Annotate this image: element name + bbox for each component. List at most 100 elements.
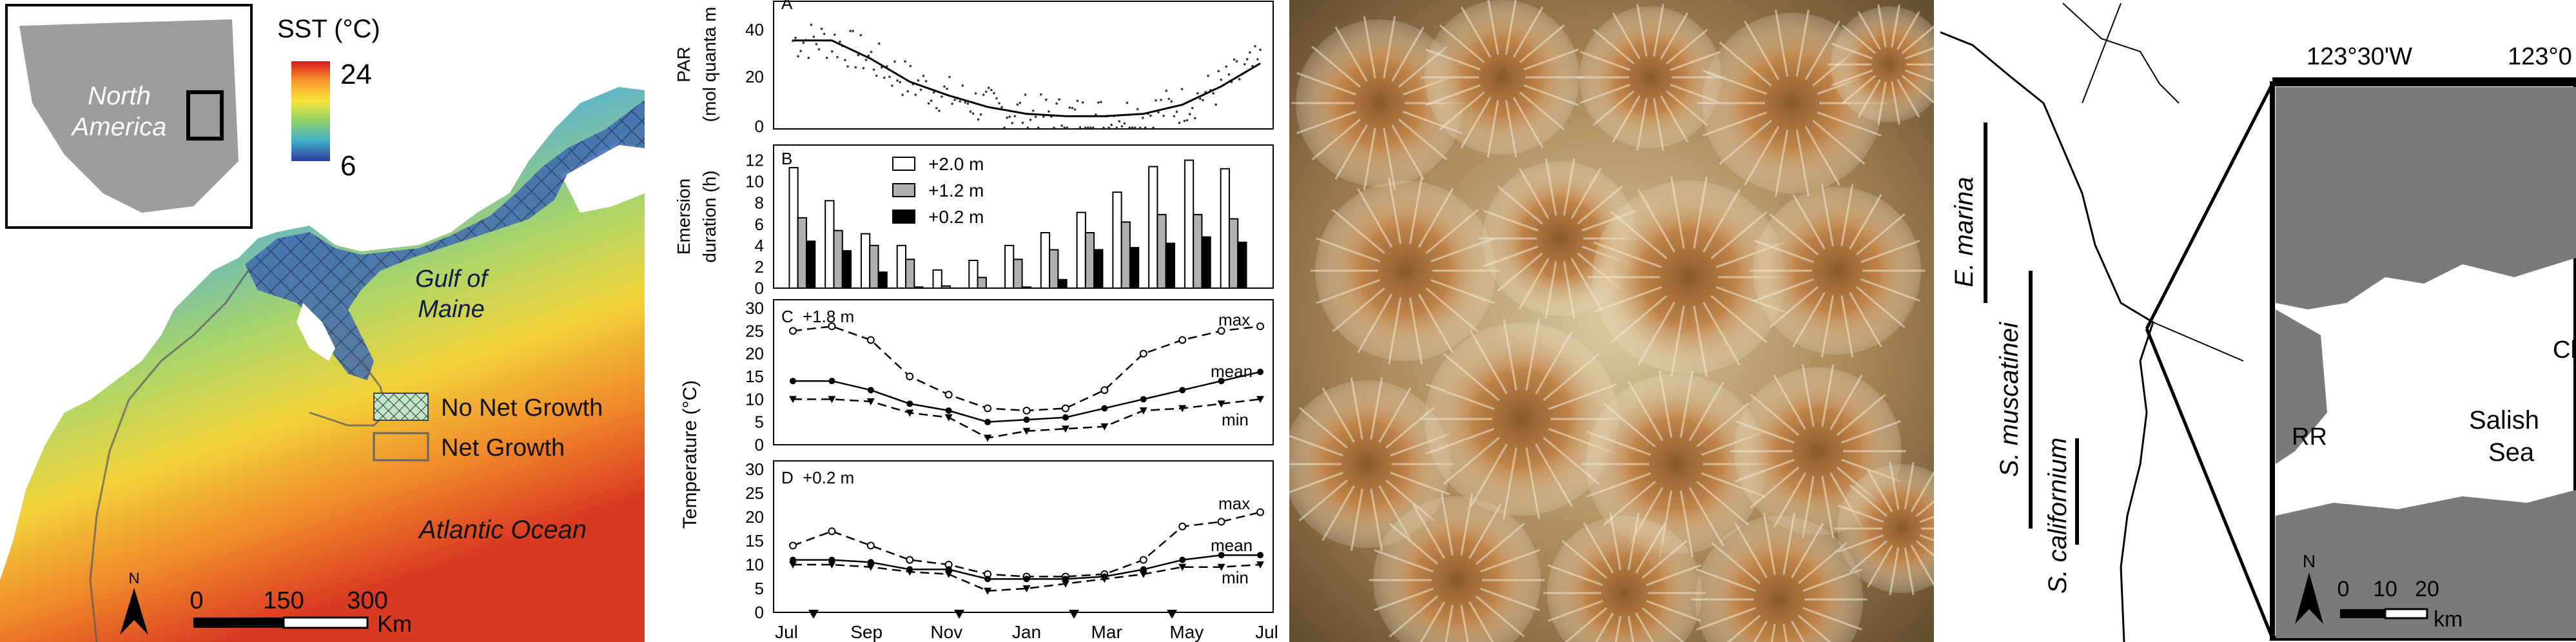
polyp-tentacle [1901,25,1934,54]
temp-point [1022,585,1031,592]
polyp-tentacle [1762,512,1776,575]
emersion-bar [1049,249,1059,289]
range-map-panel: E. marina S. muscatinei S. californium 1… [1934,0,2576,642]
par-point [891,84,893,87]
inset-land-south [2276,490,2576,638]
polyp-tentacle [1316,278,1381,304]
polyp-tentacle [1535,443,1574,508]
emersion-bar [788,167,799,289]
par-point [899,81,901,84]
polyp-tentacle [1744,20,1780,81]
par-point [987,86,990,90]
temp-point [1140,396,1147,403]
lon-label-2: 123°0 [2508,43,2572,70]
polyp-tentacle [1545,158,1557,216]
polyp-tentacle [1735,420,1795,444]
panel-c-temperature-lines [789,322,1264,442]
panel-d-frame [773,460,1274,613]
par-point [799,50,802,52]
temp-ytick: 25 [745,321,764,340]
temp-point [1178,405,1187,413]
par-point [1225,65,1228,68]
polyp-tentacle [1855,286,1906,328]
polyp-tentacle [1383,128,1396,190]
temp-point [1101,405,1108,412]
par-point [917,79,920,82]
par-point [919,88,922,91]
polyp-tentacle [1525,318,1540,391]
polyp-tentacle [1792,194,1826,249]
temp-point [1218,378,1225,385]
polyp-tentacle [1802,607,1862,631]
polyp-tentacle [1374,549,1434,573]
polyp [1547,516,1702,642]
temp-ytick: 10 [745,555,764,574]
temp-point [789,327,797,335]
par-point [1021,121,1024,124]
temp-ytick: 30 [745,460,764,479]
polyp-tentacle [1439,24,1485,64]
temp-point [984,418,991,425]
par-point [1149,114,1152,117]
inset-north-arrow-icon [2295,572,2323,624]
par-point [1076,99,1079,102]
emersion-bar [1148,166,1158,289]
polyp-tentacle [1445,605,1454,642]
panel-c-min-label: min [1222,410,1249,429]
polyp-tentacle [1636,98,1648,151]
emersion-bar [1112,191,1122,289]
polyp-tentacle [1904,462,1915,510]
panel-d-min-label: min [1222,568,1249,587]
par-point [984,90,988,93]
polyp-tentacle [1897,79,1920,118]
polyp-tentacle [1904,46,1934,60]
par-point [1131,126,1134,129]
environment-plots: A PAR (mol quanta m 40 20 0 B Emersion d… [674,0,1278,642]
polyp-tentacle [1754,239,1814,264]
polyp-tentacle [1409,177,1423,244]
par-point [1178,121,1181,124]
temp-point [906,400,913,407]
scale-label-150: 150 [263,587,304,614]
polyp-tentacle [1754,278,1814,302]
polyp-tentacle [1867,469,1893,512]
panel-a-ytick-0: 0 [755,117,764,136]
par-point [964,101,967,104]
polyp-tentacle [1430,278,1495,304]
polyp-tentacle [1592,90,1635,126]
polyp-tentacle [1891,4,1900,48]
temp-point [1139,407,1147,414]
panel-d-letter: D [781,468,794,487]
par-point [1073,108,1077,111]
polyp-tentacle [1666,28,1708,64]
par-point [1215,103,1217,106]
polyp-tentacle [1603,402,1656,448]
polyp-tentacle [1593,286,1663,313]
polyp [1586,374,1766,554]
polyp-tentacle [1525,447,1540,520]
polyp-tentacle [1860,239,1920,264]
temp-ytick: 20 [745,507,764,527]
par-point [1245,58,1249,61]
salish-sea-line1: Salish [2469,406,2539,434]
emersion-bar [1021,286,1031,289]
par-point [1115,126,1118,129]
temp-point [1139,349,1147,358]
emersion-bar [1120,221,1131,289]
polyp-tentacle [1696,480,1750,526]
par-point [797,55,799,58]
temp-point [1179,556,1186,563]
polyp-tentacle [1719,41,1772,87]
temp-point [1218,552,1225,559]
temp-point [1100,576,1109,583]
temp-ytick: 20 [745,344,764,364]
month-label: Mar [1091,622,1122,642]
par-point [1254,44,1256,48]
temp-line-mean [793,371,1261,423]
par-point [1157,111,1160,114]
par-point [1013,115,1017,118]
panel-b-ytick: 8 [755,193,764,213]
par-point [982,93,985,96]
scale-bar-light [282,616,369,629]
temp-point [789,561,797,569]
